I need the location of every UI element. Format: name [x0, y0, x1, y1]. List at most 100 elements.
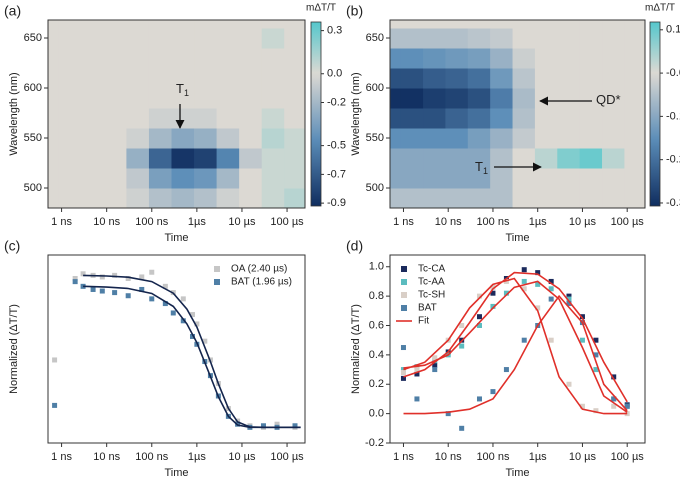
- heatmap-cell: [557, 88, 581, 109]
- heatmap-cell: [602, 108, 625, 129]
- plot-area: [390, 20, 645, 208]
- heatmap-cell: [602, 148, 625, 169]
- heatmap-cell: [48, 28, 60, 49]
- heatmap-cell: [194, 168, 218, 189]
- data-point: [548, 296, 554, 302]
- data-point: [180, 296, 186, 302]
- y-tick-label: 0.8: [369, 290, 384, 302]
- heatmap-cell: [423, 148, 446, 169]
- plot-frame: [389, 254, 646, 444]
- heatmap-cell: [103, 108, 127, 129]
- heatmap-cell: [579, 168, 603, 189]
- legend-swatch: [401, 292, 407, 298]
- heatmap-cell: [126, 68, 150, 89]
- heatmap-cell: [490, 20, 514, 29]
- panel-label: (d): [346, 238, 363, 254]
- heatmap-cell: [126, 128, 150, 149]
- y-axis-label: Normalized (ΔT/T): [8, 304, 20, 394]
- heatmap-cell: [557, 108, 581, 129]
- data-point: [162, 301, 168, 307]
- heatmap-cell: [171, 28, 195, 49]
- heatmap-cell: [239, 188, 263, 208]
- legend-swatch: [214, 279, 220, 285]
- heatmap-cell: [490, 68, 514, 89]
- y-tick-label: 0.4: [369, 349, 384, 361]
- heatmap-cell: [81, 128, 105, 149]
- heatmap-cell: [534, 168, 558, 189]
- heatmap-cell: [490, 168, 514, 189]
- annotation-text: QD*: [596, 92, 621, 107]
- heatmap-cell: [126, 168, 150, 189]
- heatmap-cell: [534, 68, 558, 89]
- y-tick-label: 550: [366, 132, 384, 144]
- data-point: [72, 276, 78, 281]
- heatmap-cell: [58, 28, 82, 49]
- heatmap-cell: [148, 48, 172, 69]
- heatmap-cell: [284, 28, 305, 49]
- data-point: [125, 276, 131, 281]
- data-point: [80, 283, 86, 289]
- heatmap-cell: [103, 20, 127, 29]
- heatmap-cell: [579, 148, 603, 169]
- data-point: [476, 323, 482, 328]
- data-point: [170, 310, 176, 316]
- heatmap-cell: [48, 108, 60, 129]
- heatmap-cell: [534, 48, 558, 69]
- heatmap-cell: [512, 168, 536, 189]
- heatmap-cell: [390, 108, 402, 129]
- heatmap-cell: [216, 20, 240, 29]
- legend-swatch: [401, 305, 407, 311]
- heatmap-cell: [400, 48, 424, 69]
- heatmap-cell: [216, 128, 240, 149]
- heatmap-cell: [171, 128, 195, 149]
- heatmap-cell: [534, 148, 558, 169]
- heatmap-cell: [48, 128, 60, 149]
- heatmap-cell: [490, 108, 514, 129]
- heatmap-cell: [284, 168, 305, 189]
- data-point: [99, 288, 105, 294]
- heatmap-cell: [579, 188, 603, 208]
- data-point: [414, 396, 420, 402]
- heatmap-cell: [602, 48, 625, 69]
- data-point: [476, 396, 482, 402]
- heatmap-cell: [557, 48, 581, 69]
- heatmap-cell: [148, 168, 172, 189]
- heatmap-cell: [284, 148, 305, 169]
- data-point: [52, 402, 58, 408]
- data-point: [400, 375, 406, 381]
- heatmap-cell: [445, 168, 469, 189]
- heatmap-cell: [579, 20, 603, 29]
- heatmap-cell: [148, 28, 172, 49]
- colorbar-tick-label: -0.9: [327, 197, 346, 209]
- data-point: [503, 367, 509, 373]
- heatmap-cell: [490, 48, 514, 69]
- heatmap-cell: [390, 20, 402, 29]
- data-point: [180, 318, 186, 324]
- heatmap-cell: [534, 108, 558, 129]
- heatmap-cell: [400, 108, 424, 129]
- heatmap-cell: [490, 188, 514, 208]
- heatmap-cell: [171, 188, 195, 208]
- x-tick-label: 10 ns: [435, 451, 462, 463]
- heatmap-cell: [48, 48, 60, 69]
- heatmap-cell: [390, 188, 402, 208]
- data-point: [400, 367, 406, 373]
- x-tick-label: 10 ns: [93, 216, 120, 228]
- heatmap-cell: [490, 28, 514, 49]
- data-point: [149, 296, 155, 302]
- heatmap-cell: [390, 168, 402, 189]
- heatmap-cell: [624, 128, 645, 149]
- x-tick-label: 1µs: [188, 451, 206, 463]
- y-tick-label: 650: [366, 32, 384, 44]
- heatmap-cell: [557, 188, 581, 208]
- heatmap-cell: [423, 48, 446, 69]
- heatmap-cell: [602, 128, 625, 149]
- heatmap-cell: [534, 20, 558, 29]
- y-tick-label: 0.0: [369, 408, 384, 420]
- data-point: [521, 278, 527, 284]
- heatmap-cell: [239, 128, 263, 149]
- heatmap-cell: [423, 20, 446, 29]
- heatmap-cell: [48, 168, 60, 189]
- data-point: [80, 271, 86, 277]
